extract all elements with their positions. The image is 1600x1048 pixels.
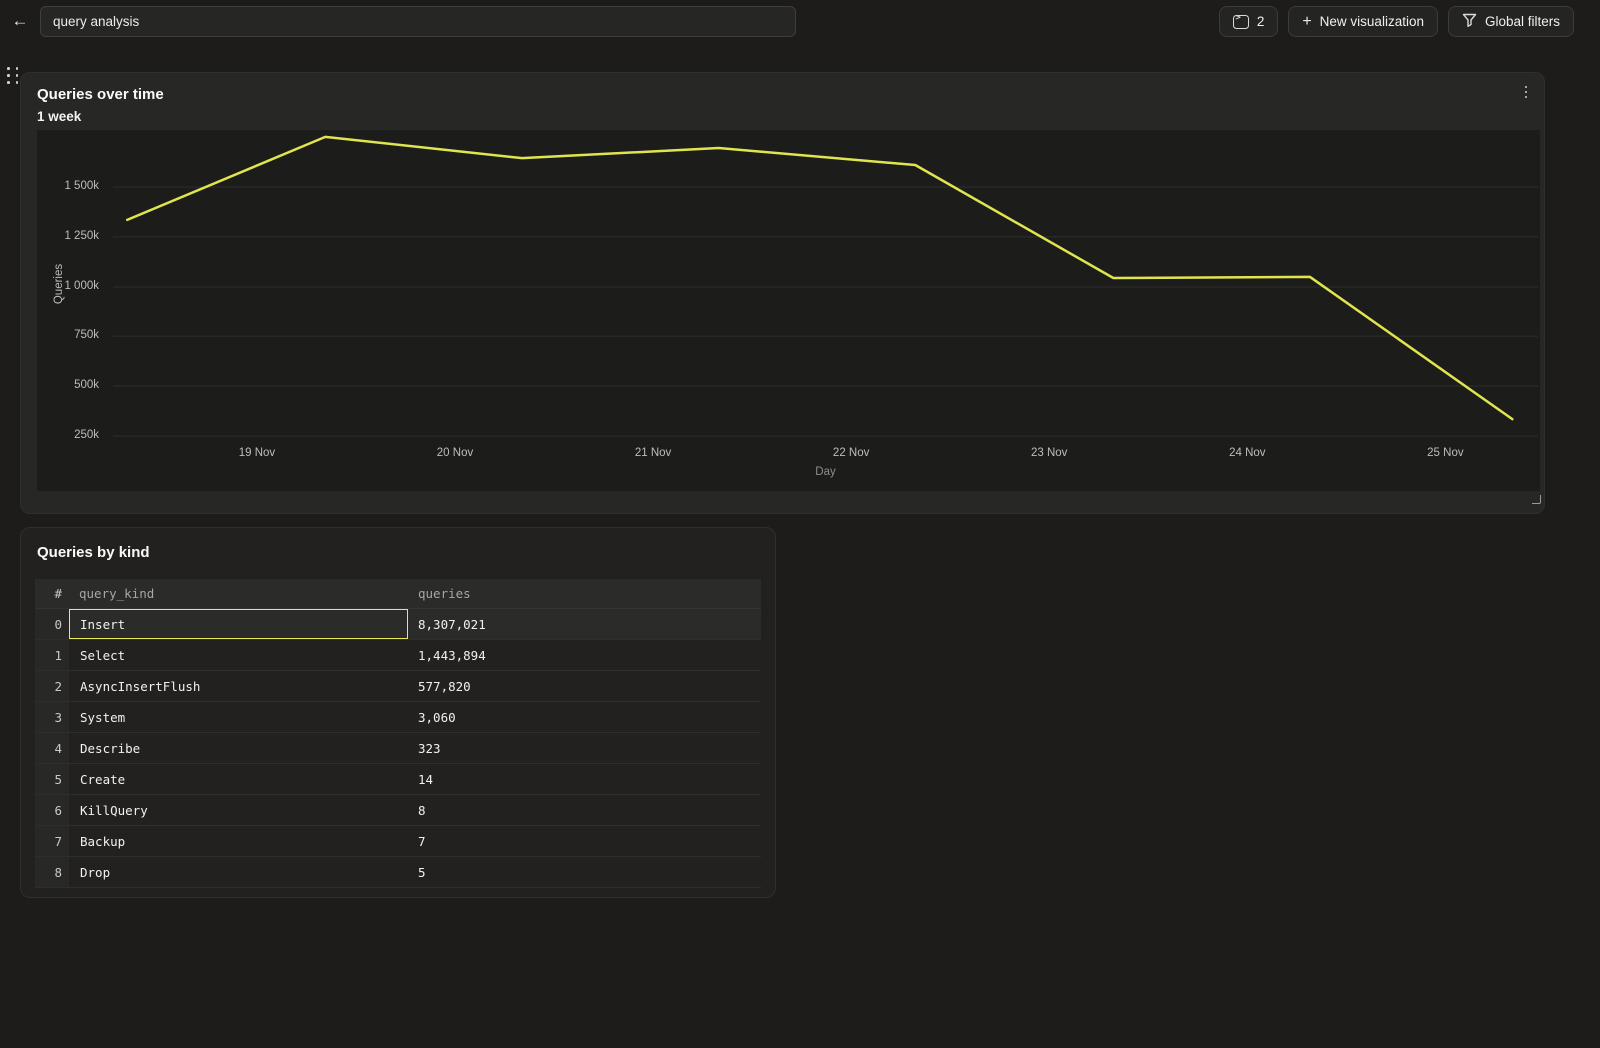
new-visualization-button[interactable]: + New visualization (1288, 6, 1438, 37)
y-axis-tick-label: 750k (74, 329, 99, 342)
x-axis-tick-label: 25 Nov (1427, 447, 1464, 459)
queries-count-cell[interactable]: 1,443,894 (418, 647, 486, 663)
row-index-cell: 8 (35, 857, 69, 887)
row-index-cell: 5 (35, 764, 69, 794)
queries-count-cell[interactable]: 7 (418, 833, 426, 849)
query-kind-cell[interactable]: System (80, 709, 126, 725)
top-bar: ← 2 + New visualization Global filters (0, 0, 1600, 42)
panels-count-button[interactable]: 2 (1218, 6, 1279, 37)
y-axis-tick-label: 1 500k (64, 180, 99, 193)
chart-title: Queries over time (37, 86, 164, 103)
queries-line-chart (113, 135, 1538, 437)
back-arrow-icon: ← (11, 11, 29, 30)
row-index-cell: 3 (35, 702, 69, 732)
y-axis-tick-label: 1 000k (64, 280, 99, 293)
col-header-index[interactable]: # (35, 579, 69, 608)
x-axis-tick-label: 20 Nov (436, 447, 474, 459)
chart-panel: Queries over time 1 week Queries Day 1 5… (20, 72, 1545, 514)
topbar-actions: 2 + New visualization Global filters (1218, 6, 1574, 37)
line-chart-plot[interactable]: Queries Day 1 500k 1 250k 1 000k 750k 500k 25… (37, 130, 1540, 491)
row-index-cell: 0 (35, 609, 69, 639)
table-row[interactable]: 0 Insert 8,307,021 (35, 609, 761, 640)
queries-count-cell[interactable]: 8,307,021 (418, 616, 486, 632)
x-axis-title: Day (815, 466, 836, 478)
table-row[interactable]: 6 KillQuery 8 (35, 795, 761, 826)
query-kind-cell[interactable]: Drop (80, 864, 111, 880)
queries-by-kind-table: # query_kind queries 0 Insert 8,307,021 1 Se… (35, 579, 761, 888)
table-row[interactable]: 8 Drop 5 (35, 857, 761, 888)
queries-series-line (126, 135, 1514, 421)
queries-count-cell[interactable]: 3,060 (418, 709, 456, 725)
table-title: Queries by kind (37, 544, 150, 561)
col-header-queries[interactable]: queries (418, 586, 471, 601)
table-row[interactable]: 3 System 3,060 (35, 702, 761, 733)
row-index-cell: 4 (35, 733, 69, 763)
x-axis-tick-label: 21 Nov (634, 447, 672, 459)
query-kind-cell[interactable]: Create (80, 771, 126, 787)
row-index-cell: 6 (35, 795, 69, 825)
table-row[interactable]: 7 Backup 7 (35, 826, 761, 857)
query-kind-cell[interactable]: Backup (80, 833, 126, 849)
y-axis-tick-label: 1 250k (64, 229, 99, 242)
plus-icon: + (1302, 12, 1312, 30)
x-axis-tick-label: 22 Nov (832, 447, 870, 459)
panel-drag-handle-icon[interactable] (7, 67, 21, 85)
y-axis-tick-label: 250k (74, 429, 99, 442)
table-panel: Queries by kind # query_kind queries 0 In… (20, 527, 776, 898)
funnel-icon (1462, 13, 1477, 30)
row-index-cell: 7 (35, 826, 69, 856)
back-button[interactable]: ← (6, 7, 34, 35)
global-filters-label: Global filters (1484, 14, 1560, 29)
new-visualization-label: New visualization (1319, 14, 1424, 29)
panel-resize-handle-icon[interactable] (1532, 495, 1541, 504)
table-header-row: # query_kind queries (35, 579, 761, 609)
dashboard-title-input[interactable] (40, 6, 796, 37)
query-kind-cell[interactable]: Describe (80, 740, 141, 756)
query-kind-cell[interactable]: KillQuery (80, 802, 148, 818)
col-header-query-kind[interactable]: query_kind (79, 586, 155, 601)
table-row[interactable]: 1 Select 1,443,894 (35, 640, 761, 671)
query-kind-cell[interactable]: Insert (69, 609, 408, 639)
query-kind-cell[interactable]: AsyncInsertFlush (80, 678, 201, 694)
queries-count-cell[interactable]: 8 (418, 802, 426, 818)
queries-count-cell[interactable]: 577,820 (418, 678, 471, 694)
row-index-cell: 2 (35, 671, 69, 701)
x-axis-tick-label: 24 Nov (1229, 447, 1266, 459)
queries-count-cell[interactable]: 5 (418, 864, 426, 880)
y-axis-tick-label: 500k (74, 378, 99, 391)
query-kind-cell[interactable]: Select (80, 647, 126, 663)
table-row[interactable]: 5 Create 14 (35, 764, 761, 795)
table-row[interactable]: 4 Describe 323 (35, 733, 761, 764)
console-window-icon (1232, 13, 1249, 29)
chart-subtitle: 1 week (37, 109, 82, 124)
chart-menu-kebab-icon[interactable] (1516, 81, 1536, 103)
queries-count-cell[interactable]: 14 (418, 771, 434, 787)
queries-count-cell[interactable]: 323 (418, 740, 441, 756)
table-row[interactable]: 2 AsyncInsertFlush 577,820 (35, 671, 761, 702)
global-filters-button[interactable]: Global filters (1447, 6, 1574, 37)
x-axis-tick-label: 19 Nov (238, 447, 276, 459)
panels-count-label: 2 (1256, 14, 1265, 29)
row-index-cell: 1 (35, 640, 69, 670)
x-axis-tick-label: 23 Nov (1031, 447, 1068, 459)
